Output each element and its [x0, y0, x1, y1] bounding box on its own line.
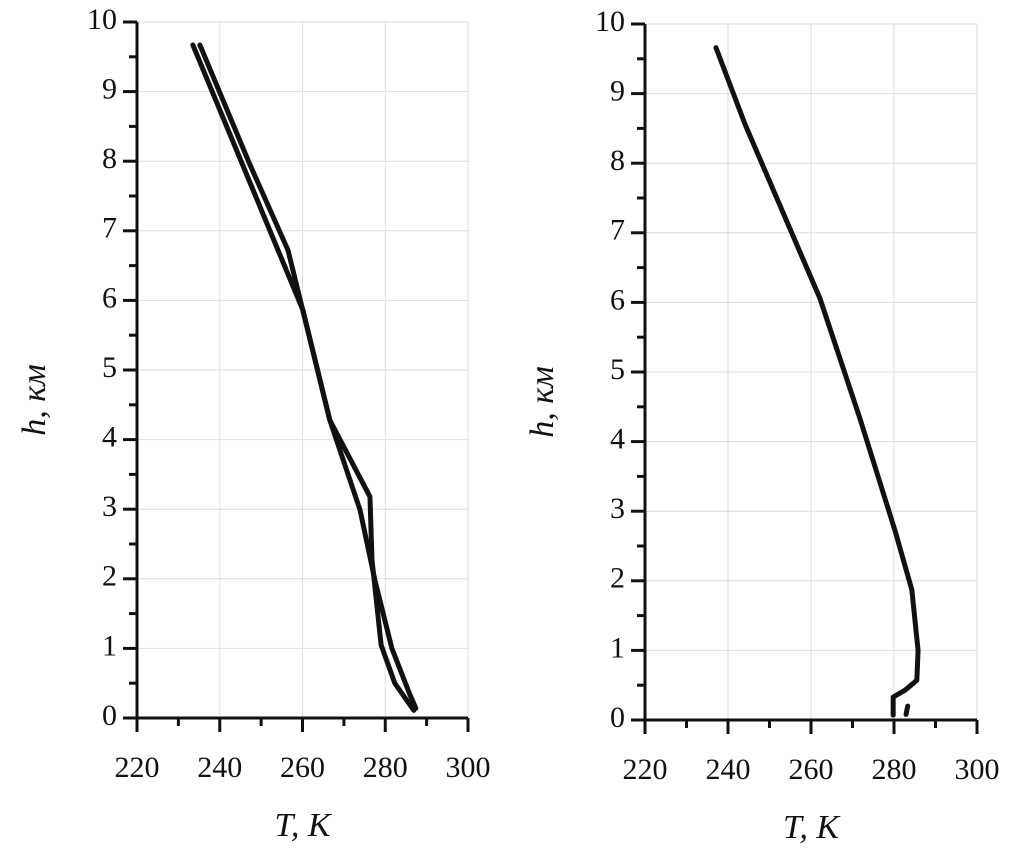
y-tick-label: 1 [610, 631, 625, 664]
x-axis-label: T, K [783, 809, 841, 846]
y-axis-label: h, км [16, 364, 53, 436]
x-tick-label: 280 [363, 751, 408, 784]
x-tick-label: 220 [115, 751, 160, 784]
y-tick-label: 8 [610, 144, 625, 177]
y-tick-label: 2 [102, 560, 117, 593]
y-axis-label: h, км [524, 366, 561, 438]
x-axis-label: T, K [274, 807, 332, 844]
line [197, 42, 419, 711]
line [713, 45, 921, 718]
y-tick-label: 1 [102, 629, 117, 662]
x-tick-label: 240 [706, 753, 751, 786]
y-tick-label: 8 [102, 142, 117, 175]
x-tick-label: 220 [623, 753, 668, 786]
y-tick-label: 7 [102, 212, 117, 245]
y-tick-label: 10 [595, 5, 625, 38]
y-tick-label: 6 [102, 281, 117, 314]
x-tick-label: 240 [197, 751, 242, 784]
y-tick-label: 3 [610, 492, 625, 525]
y-tick-label: 6 [610, 283, 625, 316]
y-tick-label: 5 [610, 353, 625, 386]
x-tick-label: 300 [446, 751, 491, 784]
y-tick-label: 3 [102, 490, 117, 523]
y-tick-label: 0 [610, 701, 625, 734]
x-tick-label: 280 [872, 753, 917, 786]
y-tick-label: 4 [610, 422, 625, 455]
x-tick-label: 260 [280, 751, 325, 784]
x-tick-label: 300 [955, 753, 1000, 786]
y-tick-label: 10 [87, 3, 117, 36]
line [903, 703, 911, 717]
y-tick-label: 0 [102, 699, 117, 732]
y-tick-label: 2 [610, 562, 625, 595]
y-tick-label: 9 [610, 74, 625, 107]
x-tick-label: 260 [789, 753, 834, 786]
y-tick-label: 5 [102, 351, 117, 384]
y-tick-label: 4 [102, 420, 117, 453]
y-tick-label: 7 [610, 214, 625, 247]
y-tick-label: 9 [102, 72, 117, 105]
